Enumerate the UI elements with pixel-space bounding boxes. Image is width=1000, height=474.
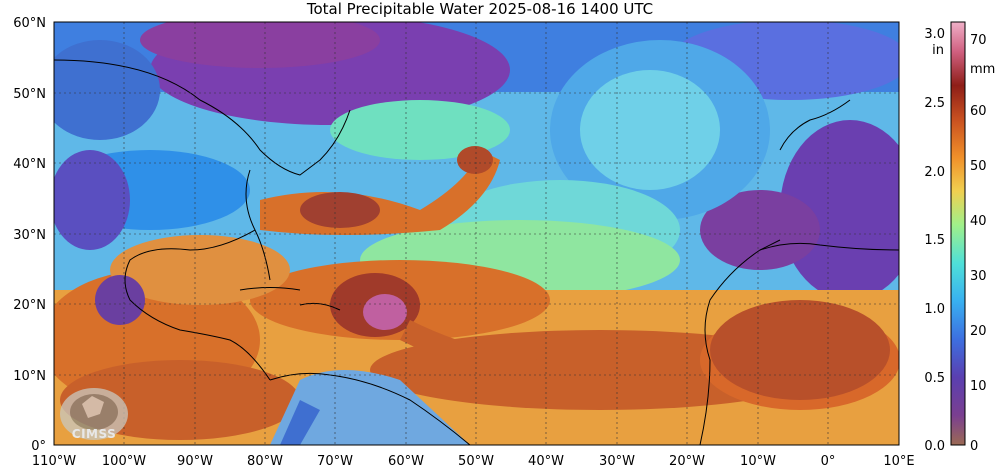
- colorbar-mm-tick: 0: [970, 439, 978, 454]
- colorbar-mm-unit: mm: [970, 62, 995, 77]
- colorbar-mm-tick: 60: [970, 104, 987, 119]
- colorbar-mm-tick: 40: [970, 214, 987, 229]
- lon-label: 10°W: [740, 454, 776, 469]
- colorbar-scale: [950, 21, 966, 446]
- chart-title: Total Precipitable Water 2025-08-16 1400…: [306, 0, 654, 18]
- colorbar-inch-tick: 3.0: [924, 27, 945, 42]
- lon-label: 0°: [821, 454, 836, 469]
- lon-label: 70°W: [317, 454, 353, 469]
- lon-label: 110°W: [32, 454, 76, 469]
- colorbar-inch-tick: 0.5: [924, 371, 945, 386]
- lat-label: 50°N: [13, 87, 46, 102]
- colorbar-inch-tick: 1.5: [924, 233, 945, 248]
- lat-label: 10°N: [13, 369, 46, 384]
- colorbar-mm-tick: 10: [970, 379, 987, 394]
- colorbar-mm-tick: 50: [970, 159, 987, 174]
- lon-label: 40°W: [528, 454, 564, 469]
- colorbar-inch-unit: in: [932, 43, 944, 58]
- latitude-labels: 60°N 50°N 40°N 30°N 20°N 10°N 0°: [13, 16, 46, 454]
- colorbar-inch-tick: 2.5: [924, 96, 945, 111]
- lat-label: 30°N: [13, 228, 46, 243]
- lon-label: 60°W: [388, 454, 424, 469]
- lon-label: 20°W: [669, 454, 705, 469]
- colorbar-inch-tick: 1.0: [924, 302, 945, 317]
- lon-label: 80°W: [247, 454, 283, 469]
- colorbar-inch-tick: 2.0: [924, 165, 945, 180]
- coastlines: [54, 59, 899, 445]
- lat-label: 60°N: [13, 16, 46, 31]
- colorbar-mm-tick: 20: [970, 324, 987, 339]
- colorbar-mm-tick: 30: [970, 269, 987, 284]
- lon-label: 50°W: [458, 454, 494, 469]
- lat-label: 0°: [31, 439, 46, 454]
- lon-label: 30°W: [599, 454, 635, 469]
- colorbar-mm-tick: 70: [970, 33, 987, 48]
- lon-label: 10°E: [883, 454, 914, 469]
- tpw-field: [54, 22, 899, 445]
- map-border: [53, 21, 900, 446]
- lon-label: 100°W: [102, 454, 146, 469]
- longitude-labels: 110°W 100°W 90°W 80°W 70°W 60°W 50°W 40°…: [32, 454, 915, 469]
- colorbar-inch-tick: 0.0: [924, 439, 945, 454]
- gridlines: [54, 22, 899, 445]
- lon-label: 90°W: [177, 454, 213, 469]
- cimss-logo-text: CIMSS: [71, 427, 117, 441]
- lat-label: 40°N: [13, 157, 46, 172]
- colorbar: in 3.0 2.5 2.0 1.5 1.0 0.5 0.0 70 mm 60 …: [924, 21, 995, 454]
- lat-label: 20°N: [13, 298, 46, 313]
- cimss-logo: [60, 388, 128, 440]
